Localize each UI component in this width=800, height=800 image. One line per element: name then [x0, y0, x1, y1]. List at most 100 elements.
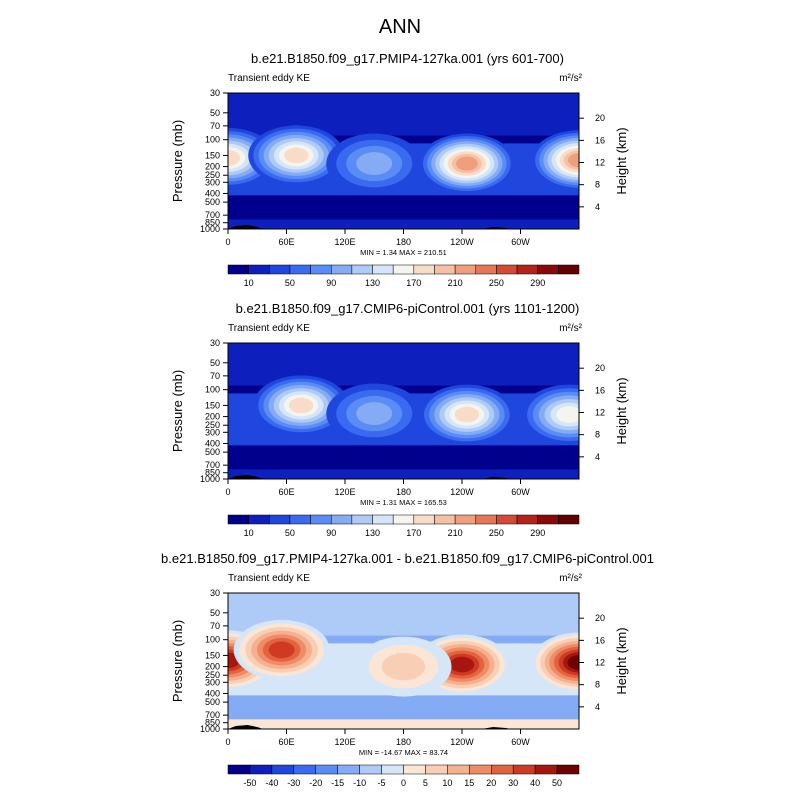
height-tick-label: 4: [595, 452, 600, 462]
colorbar-swatch: [537, 264, 559, 275]
panel-title: b.e21.B1850.f09_g17.CMIP6-piControl.001 …: [236, 301, 580, 316]
panel-1: b.e21.B1850.f09_g17.PMIP4-127ka.001 (yrs…: [170, 51, 629, 288]
y-tick-label: 200: [205, 412, 220, 422]
colorbar-swatch: [381, 764, 404, 775]
colorbar-swatch: [372, 264, 394, 275]
x-tick-label: 60E: [278, 237, 294, 247]
y-tick-label: 70: [210, 621, 220, 631]
colorbar-swatch: [447, 764, 470, 775]
panel-units: m²/s²: [559, 73, 582, 84]
height-tick-label: 8: [595, 180, 600, 190]
panel-title: b.e21.B1850.f09_g17.PMIP4-127ka.001 (yrs…: [251, 51, 564, 66]
y-tick-label: 1000: [200, 724, 220, 734]
colorbar-label: -10: [353, 778, 366, 788]
contour-level-14: [449, 656, 475, 673]
colorbar: 10 50 90 130 170 210 250 290: [227, 264, 580, 288]
y-tick-label: 500: [205, 697, 220, 707]
x-tick-label: 120W: [450, 237, 474, 247]
y-tick-label: 70: [210, 371, 220, 381]
x-tick-label: 0: [225, 737, 230, 747]
colorbar-swatch: [269, 264, 291, 275]
y-tick-label: 850: [205, 468, 220, 478]
colorbar-swatch: [359, 764, 382, 775]
colorbar-swatch: [289, 514, 311, 525]
colorbar-swatch: [249, 764, 273, 775]
y-tick-label: 300: [205, 677, 220, 687]
y-tick-label: 700: [205, 710, 220, 720]
colorbar-swatch: [425, 764, 448, 775]
colorbar-label: -40: [265, 778, 278, 788]
y-tick-label: 50: [210, 358, 220, 368]
field-band-surface: [228, 469, 579, 479]
height-tick-label: 4: [595, 202, 600, 212]
colorbar-swatch: [310, 514, 332, 525]
main-title: ANN: [379, 16, 421, 38]
colorbar-label: 250: [489, 528, 504, 538]
x-tick-label: 120W: [450, 487, 474, 497]
colorbar-swatch: [293, 764, 316, 775]
contour-level-9: [228, 150, 241, 166]
colorbar-swatch: [392, 514, 415, 525]
colorbar-label: 90: [326, 278, 336, 288]
colorbar-swatch: [516, 514, 538, 525]
colorbar-swatch: [454, 264, 477, 275]
colorbar-swatch: [516, 264, 538, 275]
contour-level-15: [567, 655, 579, 670]
colorbar-label: 20: [486, 778, 496, 788]
min-max-stats: MIN = 1.31 MAX = 165.53: [360, 498, 447, 507]
contour-field: [228, 343, 579, 479]
y-tick-label: 100: [205, 385, 220, 395]
colorbar-swatch: [454, 514, 477, 525]
colorbar-swatch: [330, 514, 353, 525]
y-tick-label: 250: [205, 170, 220, 180]
colorbar-label: 10: [244, 528, 254, 538]
panel-field-label: Transient eddy KE: [228, 573, 310, 584]
colorbar-label: 170: [406, 278, 421, 288]
y-axis-label: Pressure (mb): [170, 370, 185, 452]
colorbar-label: 130: [365, 528, 380, 538]
colorbar-swatch: [351, 514, 373, 525]
colorbar-swatch: [534, 764, 558, 775]
y-tick-label: 700: [205, 210, 220, 220]
y2-axis-label: Height (km): [614, 627, 629, 694]
y-tick-label: 850: [205, 218, 220, 228]
colorbar-swatch: [434, 514, 456, 525]
colorbar-label: 290: [530, 278, 545, 288]
y2-axis-label: Height (km): [614, 377, 629, 444]
colorbar-swatch: [269, 514, 291, 525]
y-tick-label: 1000: [200, 474, 220, 484]
colorbar-label: 40: [530, 778, 540, 788]
y-tick-label: 50: [210, 108, 220, 118]
colorbar-label: 50: [285, 278, 295, 288]
colorbar-label: 210: [448, 528, 463, 538]
x-tick-label: 180: [396, 737, 411, 747]
colorbar-label: 90: [326, 528, 336, 538]
x-tick-label: 180: [396, 237, 411, 247]
contour-field: [228, 593, 579, 729]
colorbar: -50 -40 -30 -20 -15 -10 -5 0 5 10 15 20 30 40 50: [227, 764, 580, 788]
colorbar-swatch: [315, 764, 338, 775]
y-tick-label: 250: [205, 670, 220, 680]
colorbar-label: 130: [365, 278, 380, 288]
panel-units: m²/s²: [559, 573, 582, 584]
colorbar: 10 50 90 130 170 210 250 290: [227, 514, 580, 538]
y-tick-label: 1000: [200, 224, 220, 234]
colorbar-swatch: [475, 264, 497, 275]
y-tick-label: 30: [210, 588, 220, 598]
colorbar-swatch: [413, 264, 435, 275]
colorbar-swatch: [310, 264, 332, 275]
colorbar-swatch: [227, 264, 249, 275]
colorbar-swatch: [537, 514, 559, 525]
y2-axis-label: Height (km): [614, 127, 629, 194]
contour-level-11: [455, 156, 478, 171]
colorbar-swatch: [475, 514, 497, 525]
y-tick-label: 50: [210, 608, 220, 618]
height-tick-label: 8: [595, 430, 600, 440]
height-tick-label: 4: [595, 702, 600, 712]
colorbar-swatch: [372, 514, 394, 525]
contour-level-9: [454, 406, 480, 423]
y-tick-label: 150: [205, 650, 220, 660]
colorbar-swatch: [556, 764, 580, 775]
topography: [228, 225, 264, 229]
y-tick-label: 700: [205, 460, 220, 470]
